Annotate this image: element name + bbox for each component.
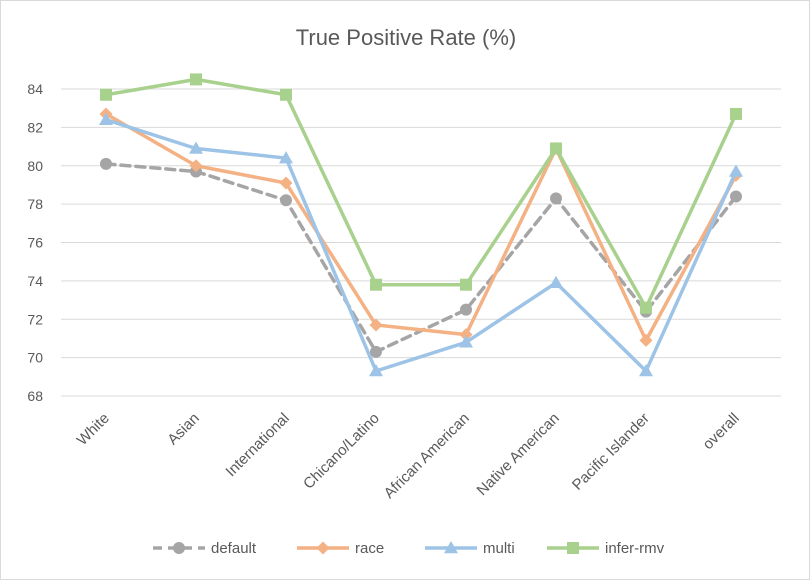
data-point-default [730,190,742,203]
y-tick-label: 70 [27,350,43,366]
data-point-race [279,176,293,190]
data-point-default [370,345,382,358]
data-point-race [639,333,653,347]
legend-swatch-marker [173,542,185,554]
gridlines [61,88,781,397]
series-infer-rmv [100,73,742,314]
data-point-multi [729,164,743,177]
y-tick-label: 80 [27,158,43,174]
series-multi [99,112,743,377]
series-lines [99,73,743,377]
legend-item-race: race [297,540,384,557]
series-line-infer-rmv [104,77,738,310]
legend-item-multi: multi [425,540,515,557]
x-tick-label: Pacific Islander [569,410,653,494]
series-default [100,157,742,358]
series-line-default [104,162,738,354]
data-point-multi [189,141,203,154]
y-tick-label: 82 [27,119,43,135]
y-tick-label: 76 [27,235,43,251]
data-point-race [369,318,383,332]
data-point-infer-rmv [550,142,562,155]
legend-label: multi [483,540,515,557]
data-point-race [189,159,203,173]
data-point-infer-rmv [190,73,202,86]
data-point-multi [99,112,113,125]
x-tick-label: overall [700,410,743,453]
series-line-race [104,112,738,343]
data-point-multi [279,151,293,164]
data-point-infer-rmv [280,88,292,101]
data-point-infer-rmv [370,278,382,291]
data-point-multi [369,364,383,377]
y-tick-label: 72 [27,311,43,327]
chart-title: True Positive Rate (%) [296,25,516,50]
data-point-multi [549,275,563,289]
data-point-default [280,194,292,207]
legend-label: race [355,540,384,557]
data-point-race [459,328,473,342]
y-tick-label: 68 [27,388,43,404]
legend-swatch-marker [567,542,579,554]
legend-label: infer-rmv [605,540,665,557]
legend-item-infer-rmv: infer-rmv [547,540,665,557]
data-point-infer-rmv [640,301,652,314]
legend: default race multi infer-rmv [153,540,665,557]
x-tick-label: Native American [474,410,563,499]
y-tick-label: 74 [27,273,43,289]
x-tick-label: White [74,410,113,449]
data-point-infer-rmv [100,88,112,101]
x-tick-label: Chicano/Latino [300,410,383,493]
legend-item-default: default [153,540,257,557]
y-tick-label: 78 [27,196,43,212]
x-tick-label: Asian [164,410,203,449]
legend-swatch-marker [316,541,330,555]
legend-label: default [211,540,257,557]
data-point-multi [639,364,653,377]
data-point-multi [459,335,473,348]
x-tick-label: African American [381,410,473,502]
data-point-default [100,157,112,170]
x-axis-ticks: White Asian International Chicano/LatinoAfr… [74,410,743,502]
y-axis-ticks: 68 70 72 74 76 78 80 82 84 [27,81,43,404]
data-point-infer-rmv [730,107,742,120]
data-point-default [460,303,472,316]
x-tick-label: International [222,410,292,480]
data-point-infer-rmv [460,278,472,291]
legend-swatch-marker [444,541,458,554]
series-line-multi [104,117,738,373]
data-point-default [550,192,562,205]
y-tick-label: 84 [27,81,43,97]
